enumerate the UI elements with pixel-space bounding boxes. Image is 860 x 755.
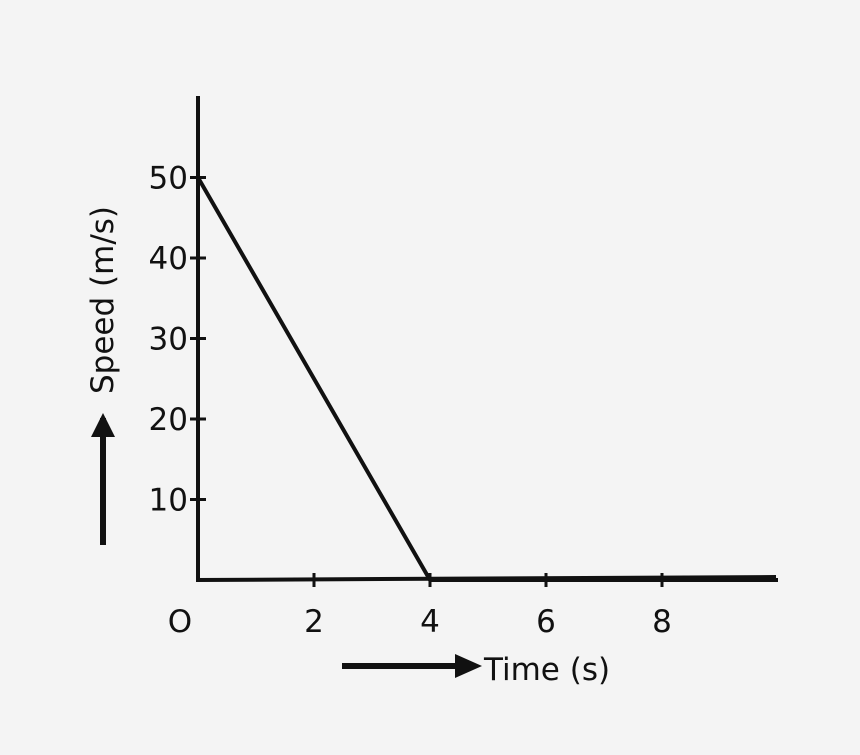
series-line (196, 176, 778, 582)
y-axis-arrowhead (91, 413, 115, 437)
y-tick-label: 10 (149, 483, 188, 519)
y-tick-label: 40 (149, 241, 188, 277)
x-axis-arrowhead (455, 654, 482, 678)
x-tick-label: 4 (420, 604, 440, 640)
x-tick-label: 2 (304, 604, 324, 640)
origin-label: O (168, 604, 192, 640)
x-axis-title: Time (s) (483, 652, 610, 688)
x-tick-label: 8 (652, 604, 672, 640)
x-tick-label: 6 (536, 604, 556, 640)
x-ticks: 2 4 6 8 (304, 573, 672, 640)
y-tick-label: 30 (149, 322, 188, 358)
y-axis-title: Speed (m/s) (85, 206, 121, 394)
y-tick-label: 20 (149, 402, 188, 438)
y-tick-label: 50 (149, 161, 188, 197)
y-ticks: 10 20 30 40 50 (149, 161, 206, 519)
